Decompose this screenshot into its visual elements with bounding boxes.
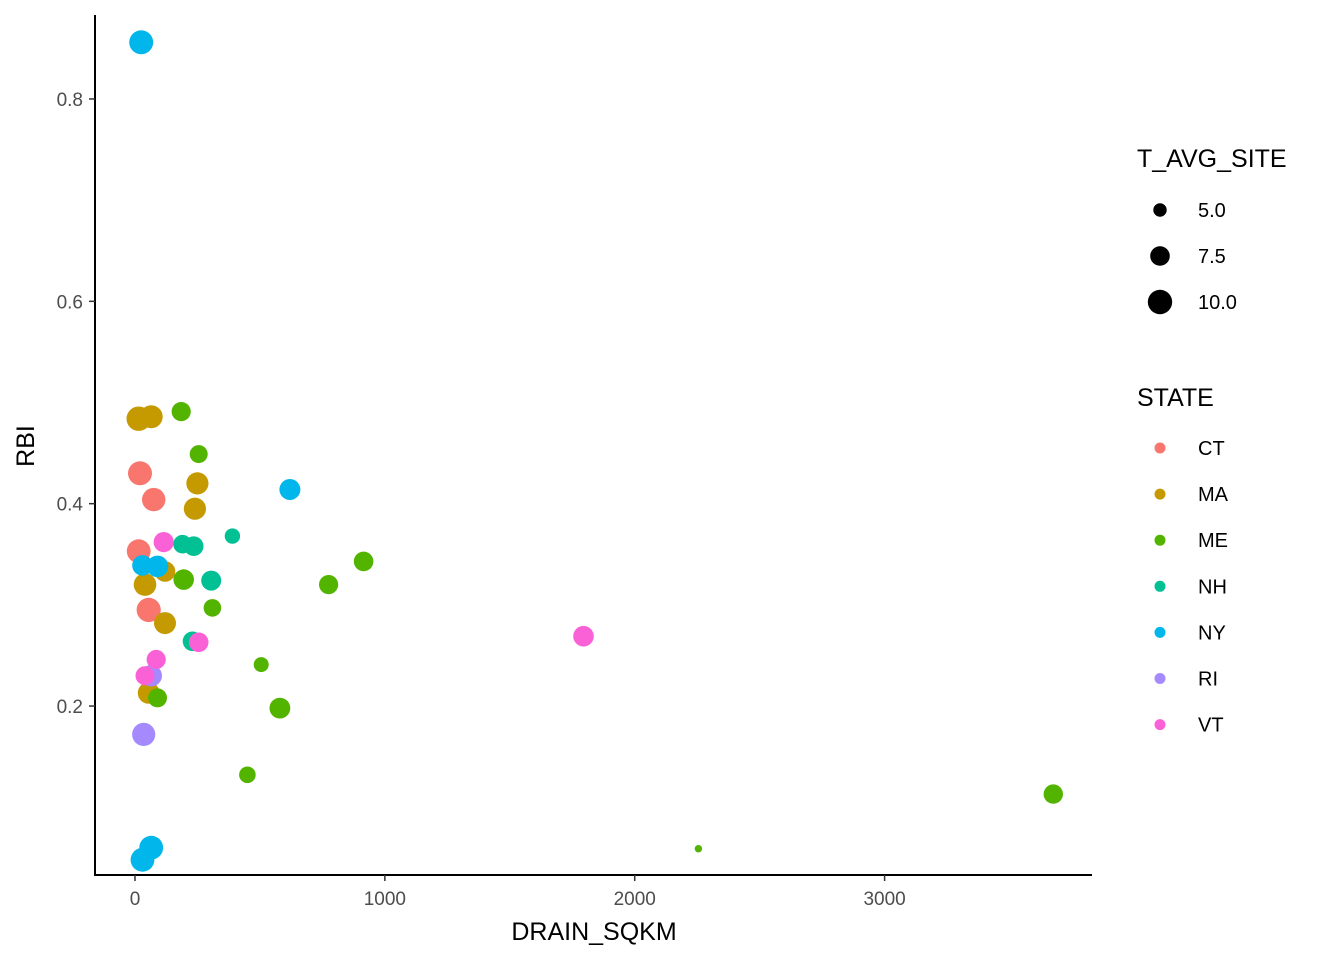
point-me-8 [239, 766, 256, 784]
point-me-1 [171, 402, 191, 422]
point-nh-2 [183, 536, 204, 556]
point-me-7 [269, 697, 291, 719]
size-legend-title: T_AVG_SITE [1137, 145, 1287, 173]
color-legend-title: STATE [1137, 384, 1214, 412]
point-nh-3 [224, 528, 241, 544]
point-vt-2 [146, 649, 166, 670]
point-nh-4 [201, 570, 222, 591]
size-legend-entries: 5.0 7.5 10.0 [1147, 200, 1237, 315]
point-ny-1 [129, 30, 154, 55]
point-ny-4 [146, 555, 169, 578]
color-legend-label: ME [1198, 530, 1228, 552]
color-legend-label: CT [1198, 438, 1225, 460]
size-legend: T_AVG_SITE 5.0 7.5 10.0 [1137, 145, 1287, 315]
x-axis-ticks: 0 1000 2000 3000 [130, 875, 906, 910]
y-axis-ticks: 0.2 0.4 0.6 0.8 [57, 90, 95, 718]
size-legend-label: 7.5 [1198, 246, 1226, 268]
point-me-9 [319, 575, 339, 595]
color-legend-key [1154, 719, 1166, 731]
color-legend-entries: CT MA ME NH NY RI VT [1154, 438, 1229, 737]
x-tick-label: 0 [130, 889, 141, 910]
point-ny-6 [130, 847, 155, 872]
point-ma-7 [154, 612, 176, 635]
color-legend-label: VT [1198, 715, 1224, 737]
point-vt-4 [135, 666, 155, 686]
size-legend-key [1153, 203, 1167, 217]
color-legend-label: NH [1198, 576, 1227, 598]
point-vt-1 [153, 532, 174, 553]
color-legend-label: RI [1198, 669, 1218, 691]
point-ny-2 [279, 479, 301, 500]
color-legend-key [1154, 488, 1166, 500]
x-tick-label: 2000 [614, 889, 656, 910]
color-legend-key [1154, 626, 1166, 638]
point-me-5 [148, 688, 167, 708]
point-ri-2 [132, 722, 156, 747]
y-tick-label: 0.8 [57, 90, 83, 111]
point-me-4 [203, 599, 222, 617]
y-tick-label: 0.2 [57, 697, 83, 718]
point-vt-5 [573, 625, 594, 647]
plot-points [126, 30, 1064, 872]
point-me-2 [189, 445, 208, 464]
point-me-11 [694, 845, 703, 853]
color-legend-key [1154, 442, 1166, 454]
size-legend-key [1147, 289, 1173, 315]
x-tick-label: 3000 [863, 889, 905, 910]
color-legend-key [1154, 673, 1166, 684]
point-ct-2 [142, 487, 166, 512]
color-legend-label: NY [1198, 622, 1226, 644]
color-legend-label: MA [1198, 484, 1229, 506]
point-ct-4 [136, 597, 161, 623]
color-legend: STATE CT MA ME NH NY RI VT [1137, 384, 1229, 737]
point-ct-1 [128, 461, 152, 486]
point-ma-4 [183, 497, 206, 520]
y-tick-label: 0.4 [57, 495, 84, 516]
point-ma-2 [139, 405, 163, 429]
point-me-12 [1043, 784, 1064, 804]
color-legend-key [1154, 580, 1166, 592]
point-ma-5 [133, 573, 157, 596]
point-me-3 [173, 569, 194, 590]
size-legend-key [1150, 246, 1170, 266]
size-legend-label: 10.0 [1198, 292, 1237, 314]
point-ma-3 [186, 472, 209, 495]
point-me-10 [353, 551, 374, 572]
color-legend-key [1154, 534, 1166, 546]
size-legend-label: 5.0 [1198, 200, 1226, 222]
point-vt-3 [188, 632, 209, 653]
point-me-6 [253, 657, 269, 673]
x-tick-label: 1000 [364, 889, 406, 910]
y-tick-label: 0.6 [57, 292, 83, 313]
y-axis-title: RBI [12, 425, 40, 467]
x-axis-title: DRAIN_SQKM [511, 918, 676, 946]
